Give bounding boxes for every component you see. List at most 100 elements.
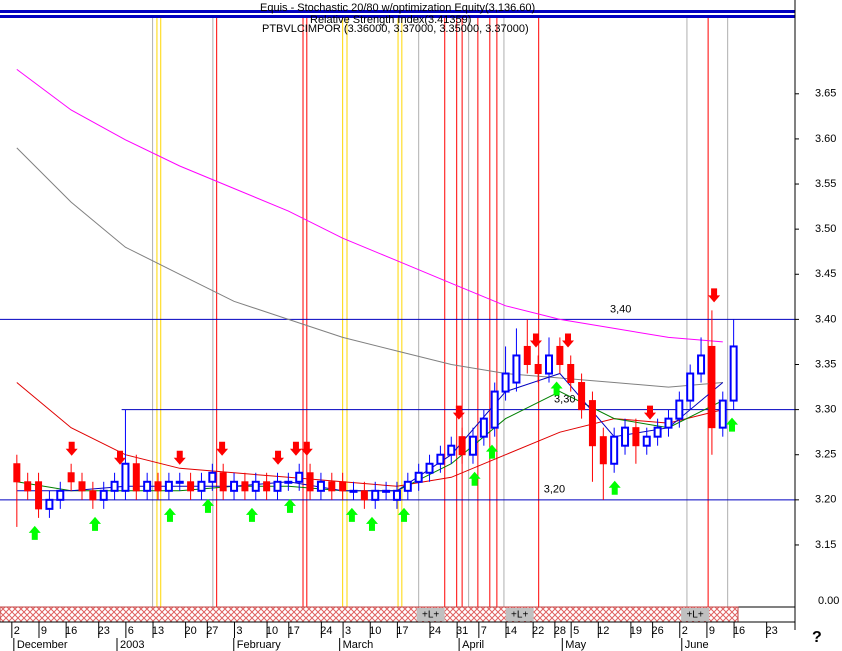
candle-body	[523, 345, 531, 365]
candle-body	[132, 463, 140, 492]
volume-axis-label: 0.00	[818, 595, 839, 607]
candle-body	[382, 489, 391, 493]
candle-body	[675, 399, 684, 420]
x-tick-label: 23	[98, 625, 110, 637]
buy-arrow	[365, 516, 378, 531]
x-tick-label: 7	[481, 625, 487, 637]
candle-body	[664, 417, 673, 429]
buy-arrow	[398, 507, 411, 522]
candle-body	[56, 489, 65, 501]
subtitle: Relative Strength Index(3.41359)	[310, 14, 471, 26]
candle-body	[588, 400, 596, 447]
candle-body	[208, 471, 217, 483]
buy-arrow	[201, 498, 214, 513]
candle-body	[512, 354, 521, 384]
x-tick-label: 31	[456, 625, 468, 637]
candle-body	[89, 490, 97, 501]
candle-body	[110, 480, 119, 492]
month-label: December	[17, 639, 68, 651]
sell-arrow	[529, 333, 542, 348]
chart-title: PTBVLCIMPOR (3.36000, 3.37000, 3.35000, …	[262, 23, 529, 35]
header-band	[0, 15, 795, 18]
candle-body	[273, 480, 282, 492]
y-tick-label: 3.55	[815, 178, 836, 190]
x-tick-label: 26	[651, 625, 663, 637]
buy-arrow	[163, 507, 176, 522]
candle-body	[729, 345, 738, 402]
buy-arrow	[726, 417, 739, 432]
subtitle: Equis - Stochastic 20/80 w/optimization …	[260, 2, 535, 14]
x-tick-label: 9	[41, 625, 47, 637]
x-tick-label: 3	[345, 625, 351, 637]
candle-body	[284, 480, 293, 484]
candle-body	[686, 372, 695, 402]
buy-arrow	[283, 498, 296, 513]
x-tick-label: 6	[128, 625, 134, 637]
sell-arrow	[289, 441, 302, 456]
candle-body	[697, 354, 706, 375]
candle-body	[187, 481, 195, 492]
candle-body	[545, 354, 554, 375]
buy-arrow	[468, 471, 481, 486]
moving-average	[16, 147, 723, 388]
sell-arrow	[562, 333, 575, 348]
y-tick-label: 3.15	[815, 539, 836, 551]
candle-body	[403, 480, 412, 492]
candle-body	[241, 481, 249, 492]
moving-average	[16, 382, 723, 487]
x-tick-label: 17	[396, 625, 408, 637]
moving-average	[16, 68, 723, 343]
candle-body	[67, 472, 75, 483]
candle-body	[230, 480, 239, 492]
x-tick-label: 10	[369, 625, 381, 637]
candle-body	[13, 463, 21, 483]
x-tick-label: 22	[532, 625, 544, 637]
candle-body	[468, 435, 477, 456]
candle-body	[599, 436, 607, 465]
candle-body	[24, 481, 32, 492]
candle-body	[78, 481, 86, 492]
candle-body	[447, 444, 456, 456]
month-label: 2003	[120, 639, 144, 651]
candle-body	[534, 363, 542, 375]
y-tick-label: 3.50	[815, 223, 836, 235]
candle-body	[99, 489, 108, 501]
x-tick-label: 27	[206, 625, 218, 637]
sell-arrow	[216, 441, 229, 456]
y-tick-label: 3.25	[815, 449, 836, 461]
candle-body	[567, 363, 575, 384]
x-tick-label: 2	[14, 625, 20, 637]
buy-arrow	[89, 516, 102, 531]
strip-marker	[416, 608, 445, 621]
sell-arrow	[452, 405, 465, 420]
x-tick-label: 14	[505, 625, 517, 637]
x-tick-label: 20	[184, 625, 196, 637]
candle-body	[164, 480, 173, 492]
x-tick-label: 19	[630, 625, 642, 637]
candle-body	[610, 435, 619, 465]
sell-arrow	[300, 441, 313, 456]
buy-arrow	[245, 507, 258, 522]
strip-marker	[505, 608, 534, 621]
month-label: June	[685, 639, 709, 651]
sell-arrow	[114, 450, 127, 465]
candle-body	[316, 480, 325, 492]
candle-body	[143, 480, 152, 492]
candle-body	[360, 490, 368, 501]
buy-arrow	[485, 444, 498, 459]
candle-body	[458, 436, 466, 456]
help[interactable]: ?	[812, 629, 822, 646]
y-tick-label: 3.35	[815, 358, 836, 370]
candle-body	[121, 462, 130, 492]
y-tick-label: 3.40	[815, 313, 836, 325]
x-tick-label: 28	[554, 625, 566, 637]
candle-body	[632, 427, 640, 447]
candle-body	[718, 399, 727, 429]
sell-arrow	[272, 450, 285, 465]
candle-body	[501, 372, 510, 393]
candle-body	[621, 426, 630, 447]
sell-arrow	[173, 450, 186, 465]
candle-body	[436, 453, 445, 465]
candle-body	[263, 481, 271, 492]
